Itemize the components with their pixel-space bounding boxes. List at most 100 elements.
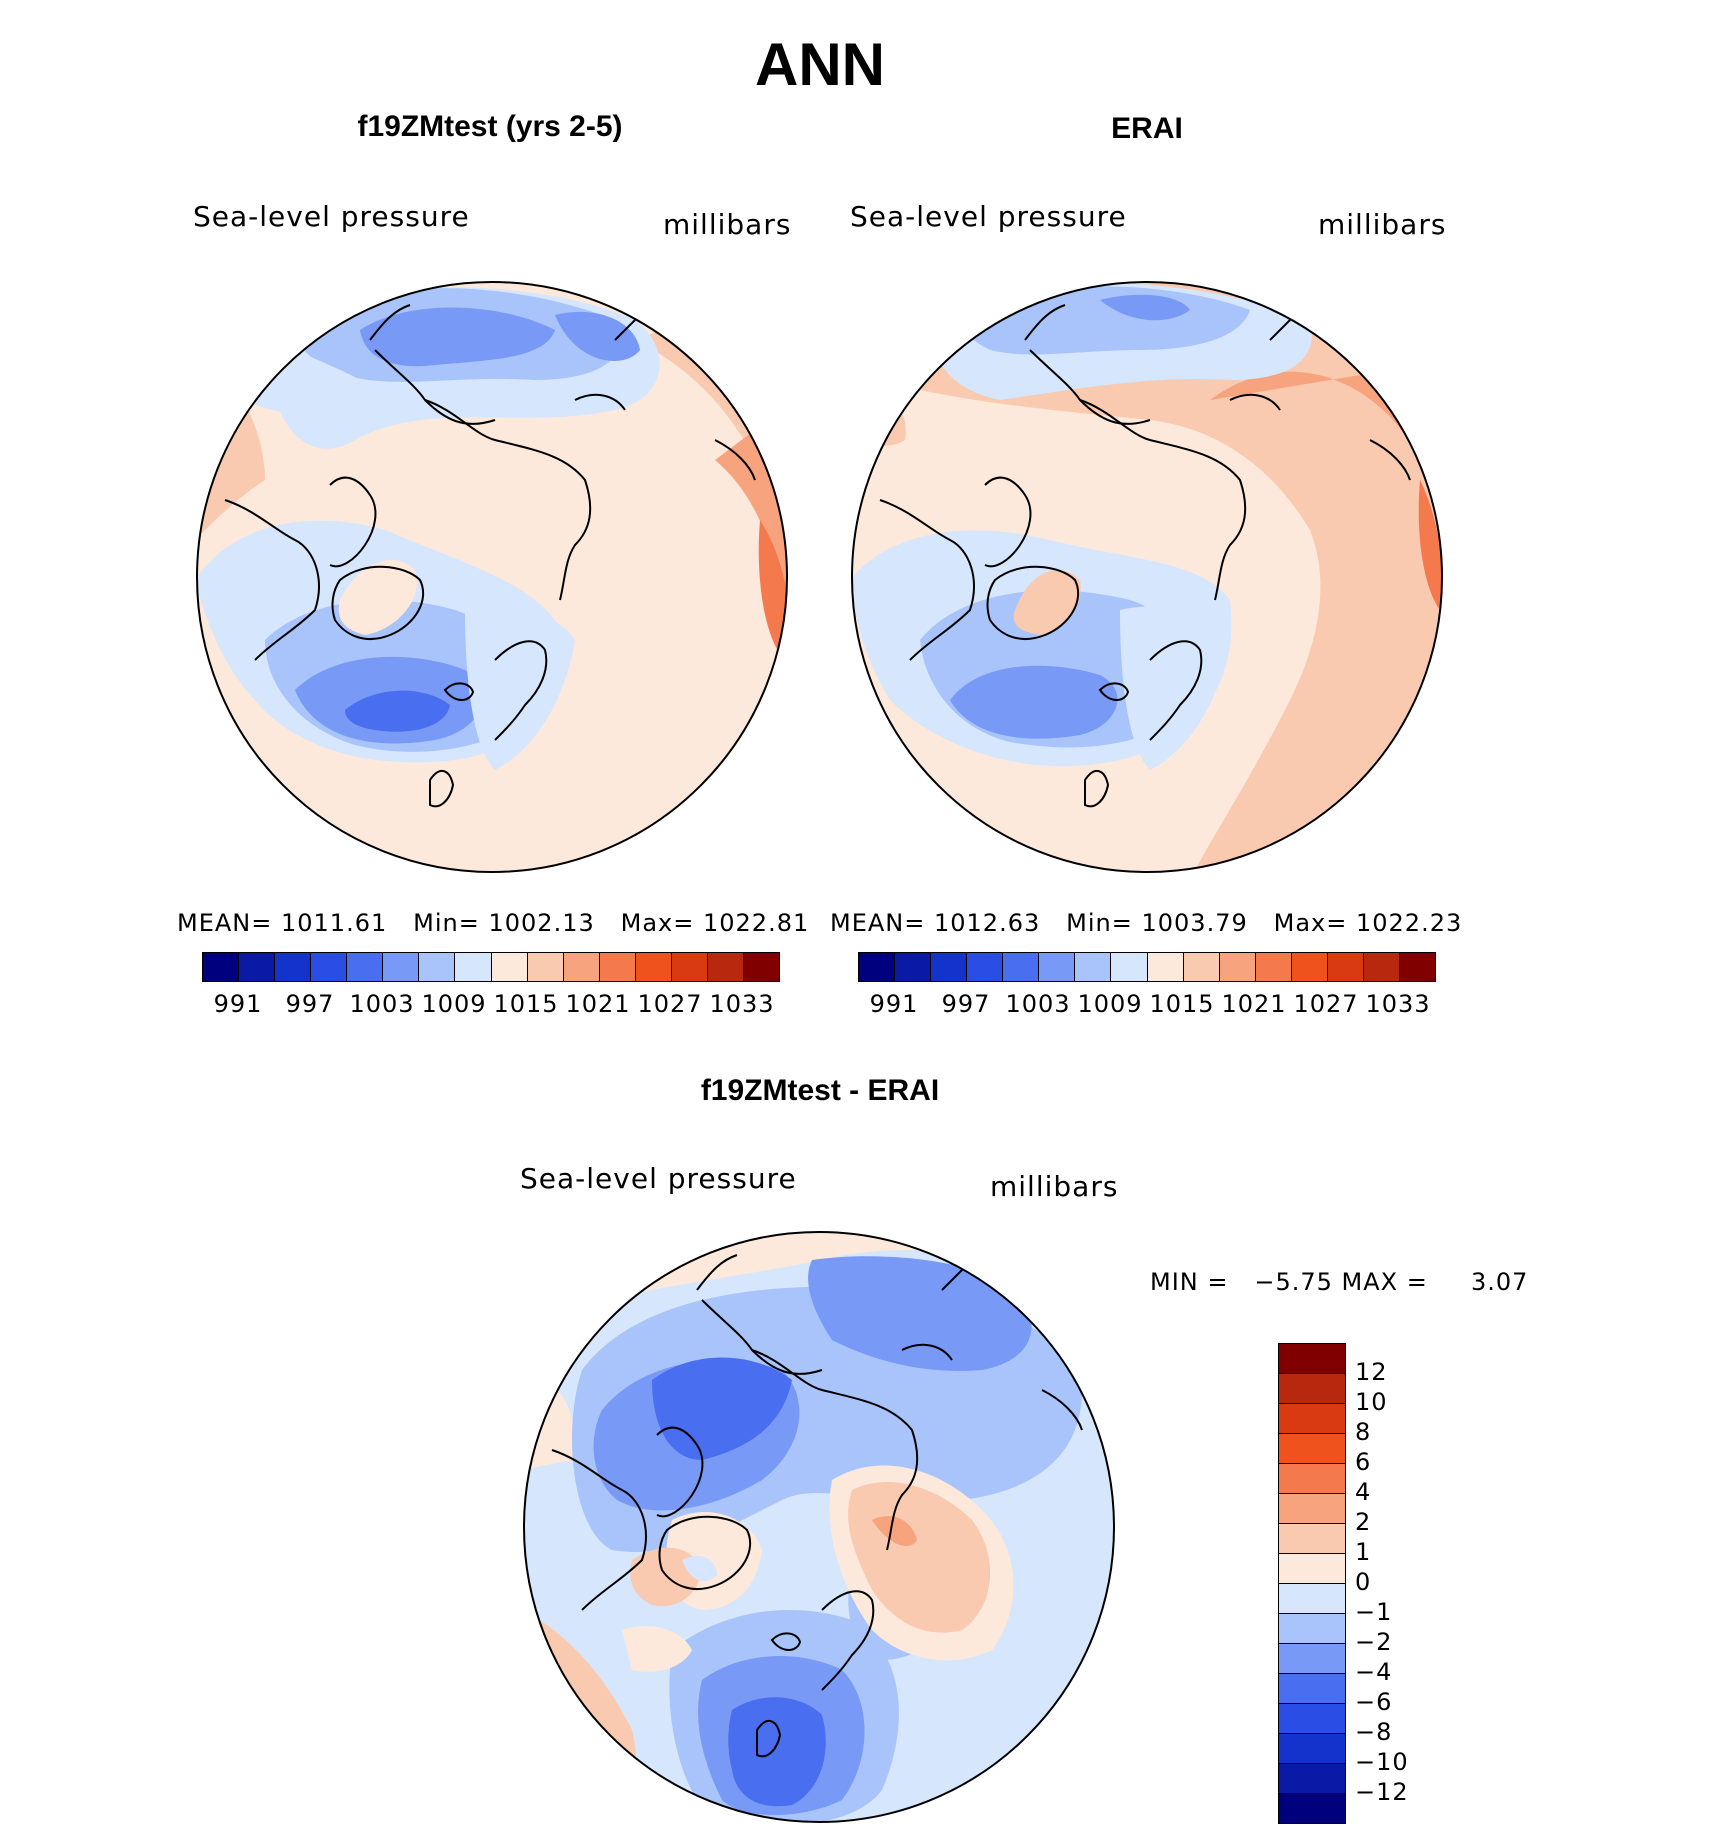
colorbar-swatch xyxy=(347,953,384,981)
colorbar-tick-label: −10 xyxy=(1355,1748,1409,1776)
colorbar-tick-label: 10 xyxy=(1355,1388,1388,1416)
colorbar-tick-label: −2 xyxy=(1355,1628,1393,1656)
panel-b-min-value: 1003.79 xyxy=(1141,909,1248,937)
colorbar-swatch xyxy=(931,953,968,981)
panel-diff-minmax: MIN = −5.75 MAX = 3.07 xyxy=(1150,1268,1529,1296)
panel-a-stats: MEAN= 1011.61 Min= 1002.13 Max= 1022.81 xyxy=(177,909,809,937)
colorbar-swatch xyxy=(895,953,932,981)
colorbar-swatch xyxy=(563,953,600,981)
colorbar-swatch xyxy=(1279,1554,1345,1584)
colorbar-tick-label: 1027 xyxy=(637,990,703,1018)
colorbar-swatch xyxy=(455,953,492,981)
colorbar-swatch xyxy=(1003,953,1040,981)
colorbar-tick-label: 1015 xyxy=(493,990,559,1018)
panel-b-polar-map xyxy=(851,281,1443,873)
panel-a-mean-value: 1011.61 xyxy=(281,909,388,937)
colorbar-tick-label: 1003 xyxy=(349,990,415,1018)
colorbar-swatch xyxy=(1291,953,1328,981)
panel-a-max-label: Max= xyxy=(620,909,695,937)
colorbar-swatch xyxy=(1279,1524,1345,1554)
colorbar-tick-label: −12 xyxy=(1355,1778,1409,1806)
panel-diff-colorbar xyxy=(1278,1343,1346,1824)
colorbar-tick-label: −6 xyxy=(1355,1688,1393,1716)
colorbar-swatch xyxy=(707,953,744,981)
colorbar-tick-label: 1 xyxy=(1355,1538,1372,1566)
colorbar-tick-label: −4 xyxy=(1355,1658,1393,1686)
colorbar-swatch xyxy=(967,953,1004,981)
colorbar-tick-label: 1015 xyxy=(1149,990,1215,1018)
colorbar-swatch xyxy=(491,953,528,981)
colorbar-tick-label: 1021 xyxy=(565,990,631,1018)
colorbar-tick-label: −1 xyxy=(1355,1598,1393,1626)
panel-a-polar-map xyxy=(196,281,788,873)
panel-b-stats: MEAN= 1012.63 Min= 1003.79 Max= 1022.23 xyxy=(830,909,1462,937)
colorbar-tick-label: 12 xyxy=(1355,1358,1388,1386)
colorbar-tick-label: 1021 xyxy=(1221,990,1287,1018)
panel-diff-polar-map xyxy=(523,1231,1115,1823)
panel-b-min-label: Min= xyxy=(1066,909,1133,937)
colorbar-swatch xyxy=(1039,953,1076,981)
colorbar-swatch xyxy=(1327,953,1364,981)
colorbar-tick-label: 991 xyxy=(869,990,919,1018)
panel-b-max-value: 1022.23 xyxy=(1356,909,1463,937)
colorbar-tick-label: 1027 xyxy=(1293,990,1359,1018)
colorbar-swatch xyxy=(239,953,276,981)
colorbar-swatch xyxy=(1255,953,1292,981)
panel-diff-title: f19ZMtest - ERAI xyxy=(700,1074,940,1107)
colorbar-swatch xyxy=(671,953,708,981)
colorbar-swatch xyxy=(203,953,240,981)
panel-a-variable: Sea-level pressure xyxy=(193,200,470,233)
colorbar-swatch xyxy=(275,953,312,981)
colorbar-swatch xyxy=(383,953,420,981)
colorbar-swatch xyxy=(859,953,896,981)
colorbar-swatch xyxy=(1279,1674,1345,1704)
colorbar-swatch xyxy=(1279,1644,1345,1674)
colorbar-swatch xyxy=(527,953,564,981)
colorbar-tick-label: 1033 xyxy=(1365,990,1431,1018)
colorbar-swatch xyxy=(635,953,672,981)
panel-b-variable: Sea-level pressure xyxy=(850,200,1127,233)
panel-a-title: f19ZMtest (yrs 2-5) xyxy=(357,110,623,143)
colorbar-swatch xyxy=(1279,1464,1345,1494)
colorbar-swatch xyxy=(1279,1764,1345,1794)
colorbar-swatch xyxy=(1219,953,1256,981)
panel-diff-units: millibars xyxy=(990,1170,1119,1203)
colorbar-tick-label: 997 xyxy=(285,990,335,1018)
colorbar-swatch xyxy=(1279,1794,1345,1823)
panel-a-min-value: 1002.13 xyxy=(488,909,595,937)
panel-b-colorbar xyxy=(858,952,1436,982)
panel-b-mean-label: MEAN= xyxy=(830,909,926,937)
colorbar-swatch xyxy=(419,953,456,981)
panel-a-min-label: Min= xyxy=(413,909,480,937)
colorbar-swatch xyxy=(1279,1614,1345,1644)
panel-b-mean-value: 1012.63 xyxy=(934,909,1041,937)
panel-b-colorbar-ticks: 991 997 1003 1009 1015 1021 1027 1033 xyxy=(858,990,1434,1020)
colorbar-swatch xyxy=(1279,1584,1345,1614)
colorbar-tick-label: 1009 xyxy=(1077,990,1143,1018)
colorbar-tick-label: 1033 xyxy=(709,990,775,1018)
colorbar-swatch xyxy=(1279,1344,1345,1374)
panel-b-title: ERAI xyxy=(1111,112,1183,145)
colorbar-swatch xyxy=(1279,1434,1345,1464)
colorbar-swatch xyxy=(1279,1404,1345,1434)
colorbar-swatch xyxy=(1279,1704,1345,1734)
colorbar-tick-label: 2 xyxy=(1355,1508,1372,1536)
colorbar-swatch xyxy=(1279,1734,1345,1764)
colorbar-tick-label: 0 xyxy=(1355,1568,1372,1596)
colorbar-tick-label: 8 xyxy=(1355,1418,1372,1446)
colorbar-swatch xyxy=(743,953,779,981)
panel-a-colorbar xyxy=(202,952,780,982)
panel-b-max-label: Max= xyxy=(1273,909,1348,937)
colorbar-tick-label: 997 xyxy=(941,990,991,1018)
panel-diff-variable: Sea-level pressure xyxy=(520,1162,797,1195)
colorbar-tick-label: 1009 xyxy=(421,990,487,1018)
figure-title: ANN xyxy=(755,31,885,98)
colorbar-swatch xyxy=(1363,953,1400,981)
panel-a-mean-label: MEAN= xyxy=(177,909,273,937)
panel-diff-colorbar-ticks xyxy=(0,0,1,1)
colorbar-swatch xyxy=(1111,953,1148,981)
colorbar-tick-label: −8 xyxy=(1355,1718,1393,1746)
colorbar-tick-label: 6 xyxy=(1355,1448,1372,1476)
colorbar-swatch xyxy=(1147,953,1184,981)
panel-b-units: millibars xyxy=(1318,208,1447,241)
